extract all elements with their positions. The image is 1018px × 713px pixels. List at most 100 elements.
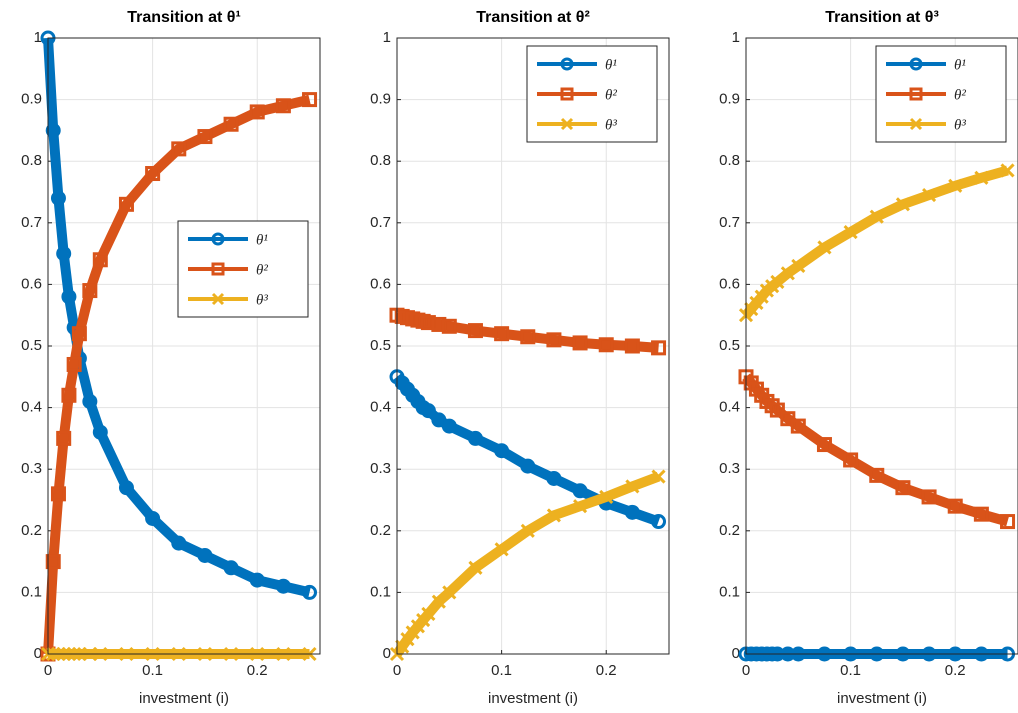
marker	[197, 547, 213, 563]
marker	[61, 387, 77, 403]
legend-marker	[211, 262, 225, 276]
x-axis-label: investment (i)	[139, 690, 229, 707]
marker	[546, 332, 562, 348]
y-tick-label: 0.5	[719, 337, 740, 354]
marker	[431, 316, 447, 332]
marker	[45, 554, 61, 570]
marker	[420, 315, 436, 331]
y-tick-label: 0.8	[719, 152, 740, 169]
marker	[572, 483, 588, 499]
legend-label: θ³	[954, 117, 966, 133]
marker	[56, 246, 72, 262]
marker	[118, 196, 134, 212]
marker	[651, 469, 666, 484]
marker	[145, 510, 161, 526]
y-tick-label: 1	[383, 29, 391, 46]
marker	[171, 141, 187, 157]
y-tick-label: 0.1	[719, 583, 740, 600]
x-tick-label: 0.1	[142, 662, 163, 679]
y-tick-label: 0	[383, 645, 391, 662]
marker	[249, 104, 265, 120]
marker	[869, 467, 885, 483]
x-tick-label: 0	[44, 662, 52, 679]
marker	[869, 209, 884, 224]
marker	[82, 393, 98, 409]
y-tick-label: 0.7	[370, 214, 391, 231]
marker	[1000, 514, 1016, 530]
marker	[1000, 163, 1015, 178]
y-tick-label: 0.2	[370, 522, 391, 539]
y-tick-label: 0.9	[370, 91, 391, 108]
y-tick-label: 0.4	[370, 399, 391, 416]
legend-label: θ³	[605, 117, 617, 133]
legend-marker	[909, 57, 923, 71]
marker	[223, 560, 239, 576]
marker	[494, 326, 510, 342]
x-axis-label: investment (i)	[837, 690, 927, 707]
y-tick-label: 0.5	[370, 337, 391, 354]
marker	[520, 523, 535, 538]
y-tick-label: 0.7	[21, 214, 42, 231]
legend-marker	[909, 87, 923, 101]
axes-box	[745, 37, 1018, 655]
x-axis-label: investment (i)	[488, 690, 578, 707]
y-tick-label: 0.6	[719, 275, 740, 292]
marker	[573, 499, 588, 514]
marker	[61, 289, 77, 305]
x-tick-label: 0.2	[247, 662, 268, 679]
legend-label: θ¹	[605, 57, 617, 73]
marker	[468, 560, 483, 575]
marker	[50, 190, 66, 206]
legend-label: θ²	[605, 87, 617, 103]
x-tick-label: 0.2	[596, 662, 617, 679]
marker	[651, 340, 667, 356]
marker	[197, 129, 213, 145]
marker	[921, 489, 937, 505]
x-tick-label: 0.1	[491, 662, 512, 679]
marker	[791, 258, 806, 273]
data-line	[43, 94, 311, 655]
marker	[651, 514, 667, 530]
marker	[769, 402, 785, 418]
y-tick-label: 0.3	[719, 460, 740, 477]
y-tick-label: 0.2	[21, 522, 42, 539]
marker	[599, 489, 614, 504]
marker	[275, 578, 291, 594]
y-tick-label: 0.8	[21, 152, 42, 169]
marker	[572, 335, 588, 351]
marker	[780, 266, 795, 281]
marker	[275, 98, 291, 114]
marker	[947, 498, 963, 514]
marker	[50, 486, 66, 502]
y-tick-label: 1	[732, 29, 740, 46]
marker	[302, 92, 318, 108]
data-line	[393, 373, 661, 527]
marker	[816, 437, 832, 453]
y-tick-label: 0.1	[21, 583, 42, 600]
marker	[948, 178, 963, 193]
x-tick-label: 0.1	[840, 662, 861, 679]
marker	[817, 240, 832, 255]
x-tick-label: 0.2	[945, 662, 966, 679]
marker	[421, 606, 436, 622]
legend-marker	[560, 117, 574, 131]
marker	[467, 323, 483, 339]
marker	[66, 356, 82, 372]
y-tick-label: 0.3	[21, 460, 42, 477]
legend-marker	[560, 87, 574, 101]
marker	[494, 443, 510, 459]
marker	[171, 535, 187, 551]
legend-marker	[211, 292, 225, 306]
legend-marker	[560, 57, 574, 71]
marker	[520, 329, 536, 345]
marker	[249, 572, 265, 588]
marker	[494, 542, 509, 557]
marker	[223, 116, 239, 132]
marker	[922, 188, 937, 203]
y-tick-label: 0.9	[21, 91, 42, 108]
data-line	[742, 165, 1009, 319]
marker	[520, 458, 536, 474]
marker	[82, 283, 98, 299]
marker	[302, 584, 318, 600]
